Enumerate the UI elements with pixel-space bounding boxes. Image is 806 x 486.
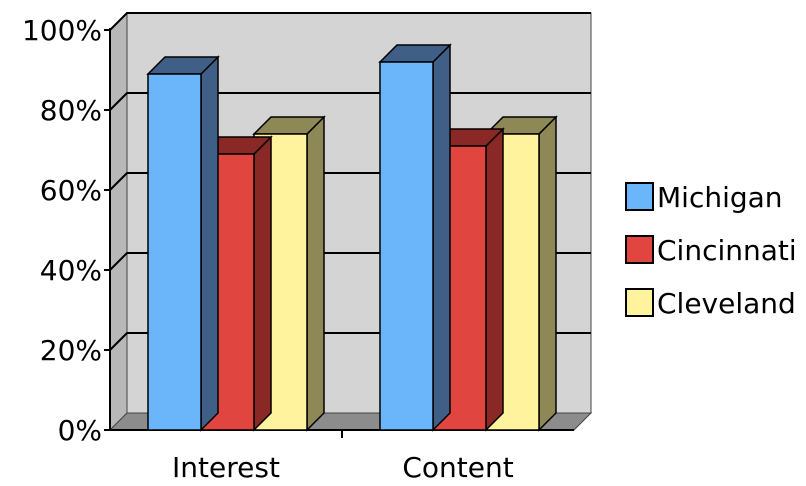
x-tick-label: Content	[402, 451, 513, 481]
bar	[379, 61, 434, 431]
legend-label: Cleveland	[657, 287, 796, 320]
y-tick-label: 60%	[40, 174, 102, 207]
legend-label: Cincinnati	[657, 234, 797, 267]
bar	[147, 73, 202, 431]
bar-side	[432, 43, 451, 432]
bar-side	[200, 55, 219, 432]
bar-side	[253, 135, 272, 432]
legend-swatch	[625, 182, 654, 211]
x-tick-label: Interest	[172, 451, 280, 481]
y-tick-label: 80%	[40, 94, 102, 127]
y-tick-label: 0%	[58, 414, 102, 447]
legend-swatch	[625, 288, 654, 317]
bar-side	[538, 115, 557, 432]
bar-side	[306, 115, 325, 432]
y-tick-label: 20%	[40, 334, 102, 367]
y-tick-label: 40%	[40, 254, 102, 287]
y-tick-label: 100%	[22, 14, 102, 47]
side-wall	[109, 11, 128, 432]
legend-swatch	[625, 235, 654, 264]
bar-side	[485, 127, 504, 432]
legend-label: Michigan	[657, 181, 783, 214]
gridline	[109, 12, 591, 31]
